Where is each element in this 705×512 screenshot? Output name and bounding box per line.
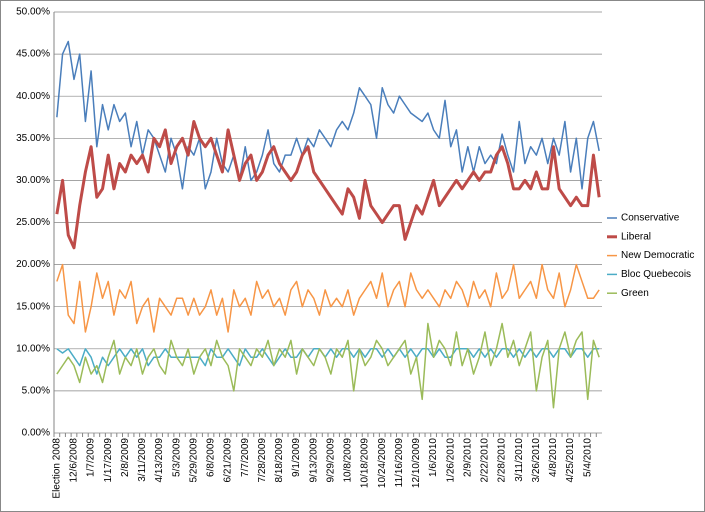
- x-tick-label: 12/6/2008: [69, 438, 80, 483]
- x-tick-label: 10/24/2009: [377, 438, 388, 488]
- legend-label: Green: [621, 288, 649, 299]
- y-tick-label: 15.00%: [16, 301, 50, 312]
- x-tick-label: 4/8/2010: [548, 438, 559, 477]
- y-tick-label: 25.00%: [16, 217, 50, 228]
- x-tick-label: 2/28/2010: [497, 438, 508, 483]
- x-tick-label: 8/18/2009: [274, 438, 285, 483]
- series-line: [56, 348, 600, 375]
- x-tick-label: Election 2008: [51, 438, 62, 499]
- series-line: [56, 263, 600, 333]
- y-tick-label: 30.00%: [16, 175, 50, 186]
- x-tick-label: 7/7/2009: [240, 438, 251, 477]
- x-tick-label: 5/3/2009: [171, 438, 182, 477]
- series-line: [56, 322, 600, 409]
- x-tick-label: 1/6/2010: [428, 438, 439, 477]
- y-tick-label: 0.00%: [22, 428, 50, 439]
- x-tick-label: 12/10/2009: [411, 438, 422, 488]
- x-tick-label: 1/26/2010: [445, 438, 456, 483]
- y-tick-label: 35.00%: [16, 133, 50, 144]
- x-tick-label: 1/7/2009: [86, 438, 97, 477]
- y-tick-label: 20.00%: [16, 259, 50, 270]
- y-tick-label: 45.00%: [16, 49, 50, 60]
- y-tick-label: 50.00%: [16, 7, 50, 18]
- x-tick-label: 7/28/2009: [257, 438, 268, 483]
- x-tick-label: 9/1/2009: [291, 438, 302, 477]
- series-line: [56, 40, 600, 190]
- x-tick-label: 10/8/2009: [343, 438, 354, 483]
- y-tick-label: 5.00%: [22, 386, 50, 397]
- x-tick-label: 5/4/2010: [582, 438, 593, 477]
- x-tick-label: 4/25/2010: [565, 438, 576, 483]
- x-tick-label: 3/11/2010: [514, 438, 525, 482]
- x-tick-label: 4/13/2009: [154, 438, 165, 483]
- legend-label: Liberal: [621, 231, 651, 242]
- x-tick-label: 9/13/2009: [308, 438, 319, 483]
- legend-label: New Democratic: [621, 250, 694, 261]
- series-line: [55, 119, 601, 250]
- x-tick-label: 6/8/2009: [206, 438, 217, 477]
- x-tick-label: 6/21/2009: [223, 438, 234, 483]
- x-tick-label: 9/29/2009: [325, 438, 336, 483]
- x-tick-label: 2/9/2010: [462, 438, 473, 477]
- legend-label: Conservative: [621, 213, 680, 224]
- x-tick-label: 2/22/2010: [480, 438, 491, 483]
- x-tick-label: 3/11/2009: [137, 438, 148, 482]
- y-tick-label: 10.00%: [16, 343, 50, 354]
- x-tick-label: 1/17/2009: [103, 438, 114, 483]
- x-tick-label: 5/29/2009: [188, 438, 199, 483]
- x-tick-label: 11/16/2009: [394, 438, 405, 488]
- x-tick-label: 3/26/2010: [531, 438, 542, 483]
- y-tick-label: 40.00%: [16, 91, 50, 102]
- x-tick-label: 10/18/2009: [360, 438, 371, 488]
- x-tick-label: 2/8/2009: [120, 438, 131, 477]
- legend-label: Bloc Quebecois: [621, 269, 691, 280]
